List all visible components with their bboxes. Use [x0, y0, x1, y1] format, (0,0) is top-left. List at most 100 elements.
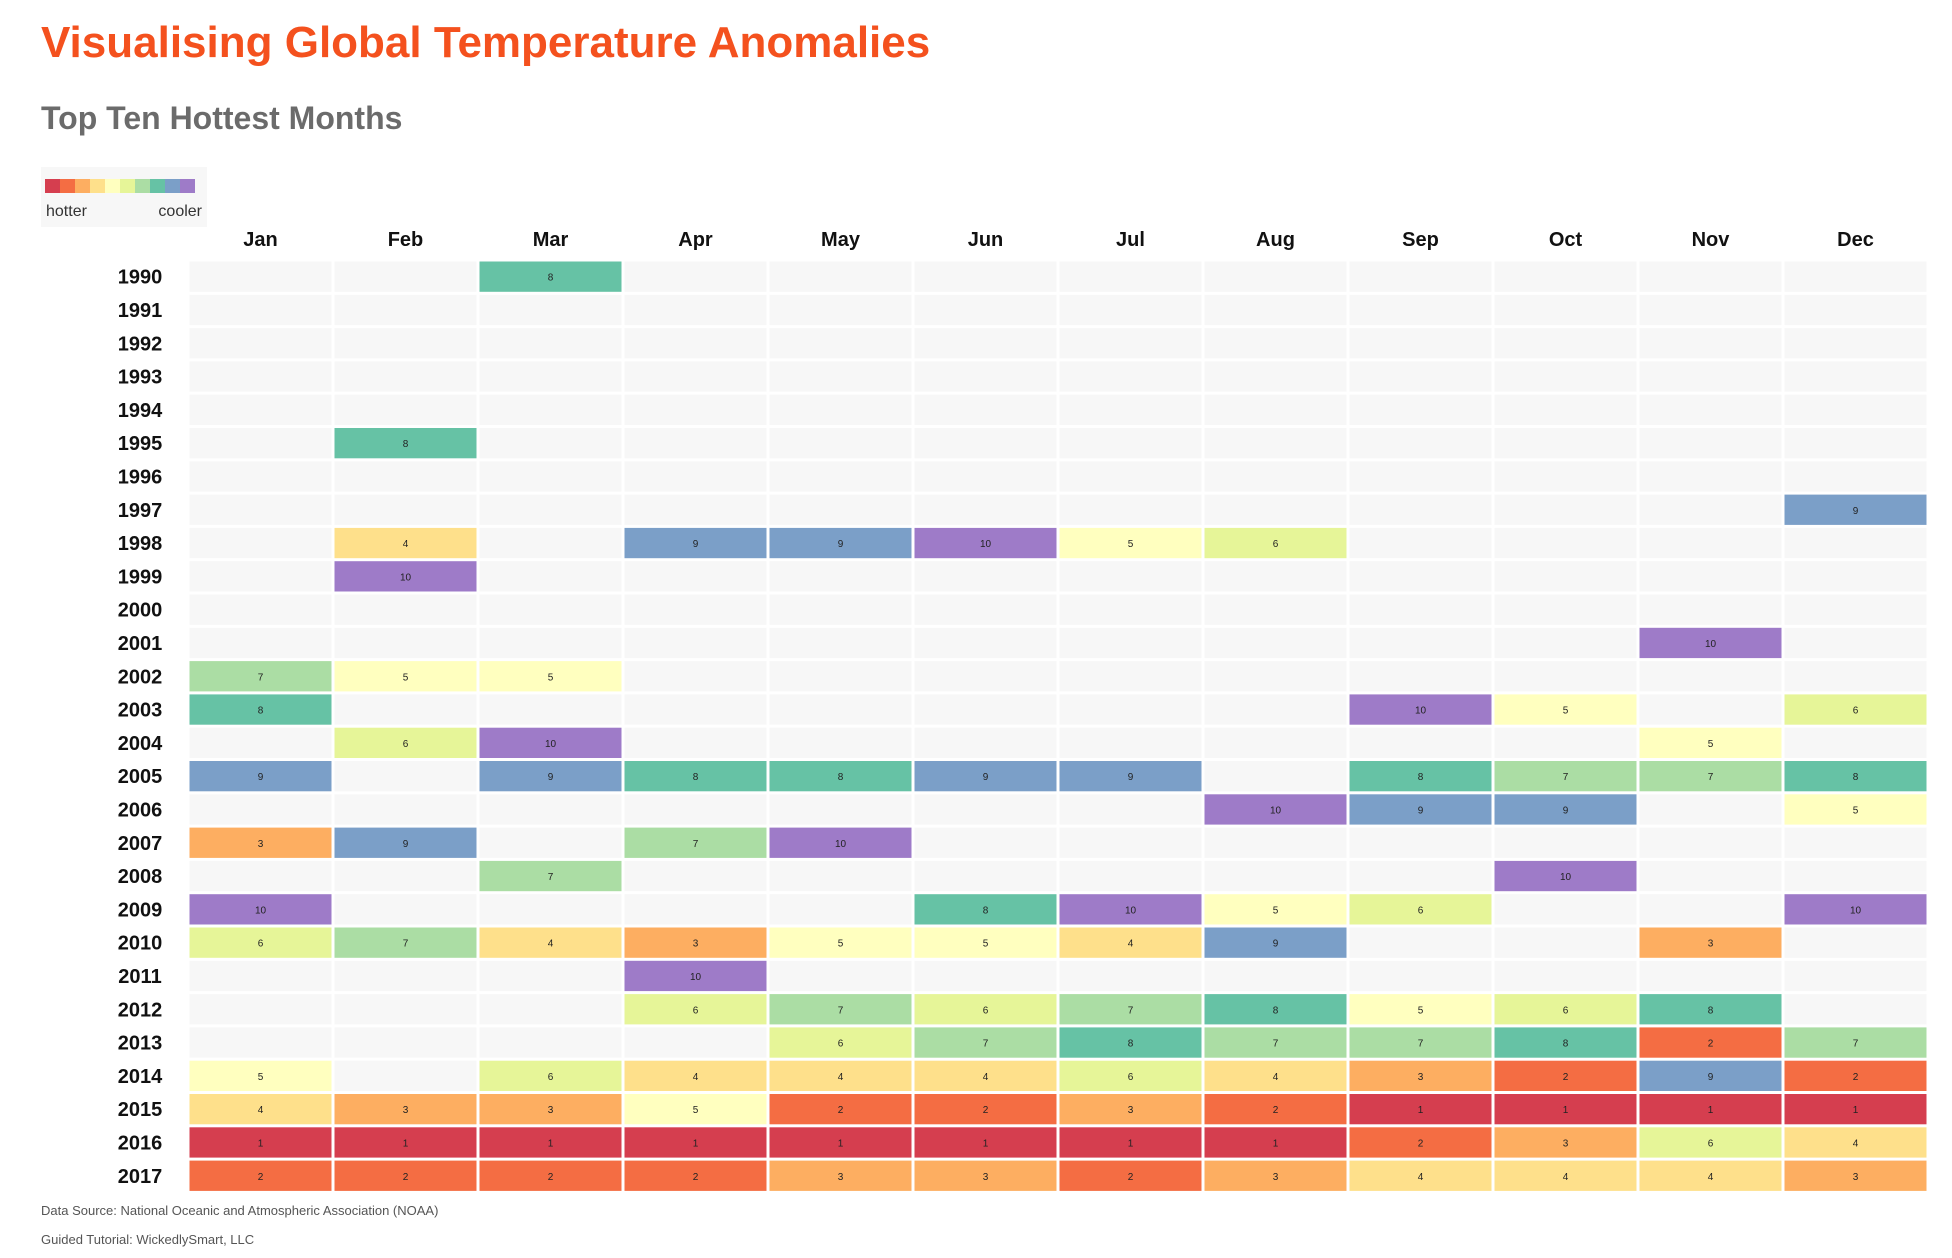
heatmap-cell [1494, 461, 1637, 492]
heatmap-cell [1349, 794, 1492, 825]
heatmap-cell [624, 927, 767, 958]
heatmap-cell [914, 561, 1057, 592]
heatmap-cell [479, 994, 622, 1025]
heatmap-cell [334, 294, 477, 326]
heatmap-cell [1349, 1160, 1492, 1191]
heatmap-cell [479, 494, 622, 525]
year-label: 2016 [118, 1132, 163, 1154]
heatmap-cell [769, 894, 912, 925]
cell-rank-label: 8 [403, 439, 409, 450]
heatmap-cell [334, 461, 477, 492]
heatmap-cell [479, 694, 622, 725]
heatmap-cell [1784, 1127, 1927, 1158]
heatmap-cell [1494, 727, 1637, 758]
cell-rank-label: 4 [1853, 1138, 1859, 1149]
heatmap-cell [624, 727, 767, 758]
heatmap-cell [1494, 860, 1637, 892]
cell-rank-label: 8 [838, 772, 844, 783]
heatmap-cell [1494, 894, 1637, 925]
heatmap-cell [1494, 261, 1637, 292]
heatmap-cell [624, 394, 767, 425]
heatmap-cell [1639, 794, 1782, 825]
cell-rank-label: 2 [983, 1105, 989, 1116]
heatmap-cell [189, 361, 332, 392]
cell-rank-label: 9 [1708, 1072, 1714, 1083]
heatmap-cell [769, 461, 912, 492]
heatmap-cell [334, 394, 477, 425]
heatmap-cell [479, 794, 622, 825]
heatmap-cell [1494, 1127, 1637, 1158]
heatmap-cell [624, 328, 767, 359]
heatmap-cell [1784, 527, 1927, 559]
cell-rank-label: 8 [1853, 772, 1859, 783]
heatmap-cell [334, 794, 477, 825]
cell-rank-label: 1 [1273, 1138, 1279, 1149]
heatmap-cell [769, 761, 912, 792]
cell-rank-label: 3 [1273, 1172, 1279, 1183]
heatmap-cell [334, 661, 477, 692]
cell-rank-label: 6 [1853, 706, 1859, 717]
heatmap-cell [1639, 694, 1782, 725]
heatmap-cell [1059, 960, 1202, 992]
cell-rank-label: 2 [403, 1172, 409, 1183]
heatmap-cell [1204, 927, 1347, 958]
cell-rank-label: 9 [983, 772, 989, 783]
heatmap-cell [624, 1094, 767, 1125]
heatmap-cell [769, 694, 912, 725]
heatmap-cell [1059, 761, 1202, 792]
year-label: 2002 [118, 666, 163, 688]
heatmap-cell [1784, 694, 1927, 725]
legend-swatches [45, 179, 195, 193]
heatmap-cell [1494, 1160, 1637, 1191]
heatmap-cell [914, 627, 1057, 659]
heatmap-cell [189, 1094, 332, 1125]
heatmap-cell [914, 927, 1057, 958]
year-label: 2014 [118, 1066, 163, 1088]
heatmap-cell [189, 494, 332, 525]
heatmap-cell [1784, 1160, 1927, 1191]
cell-rank-label: 7 [1708, 772, 1714, 783]
heatmap-cell [1494, 561, 1637, 592]
heatmap-cell [334, 328, 477, 359]
heatmap-cell [1494, 661, 1637, 692]
heatmap-cell [1784, 994, 1927, 1025]
cell-rank-label: 5 [1128, 539, 1134, 550]
heatmap-cell [479, 1160, 622, 1191]
heatmap-cell [1639, 461, 1782, 492]
heatmap-cell [1784, 661, 1927, 692]
heatmap-cell [914, 1127, 1057, 1158]
cell-rank-label: 10 [400, 572, 412, 583]
heatmap-cell [1204, 894, 1347, 925]
cell-rank-label: 6 [693, 1005, 699, 1016]
heatmap-cell [914, 394, 1057, 425]
cell-rank-label: 7 [548, 872, 554, 883]
heatmap-cell [189, 694, 332, 725]
cell-rank-label: 2 [838, 1105, 844, 1116]
cell-rank-label: 6 [258, 939, 264, 950]
heatmap-cell [1494, 294, 1637, 326]
heatmap-cell [334, 1094, 477, 1125]
cell-rank-label: 4 [1273, 1072, 1279, 1083]
cell-rank-label: 10 [1415, 706, 1427, 717]
heatmap-cell [914, 494, 1057, 525]
cell-rank-label: 7 [983, 1039, 989, 1050]
heatmap-cell [479, 461, 622, 492]
heatmap-cell [334, 1060, 477, 1091]
cell-rank-label: 4 [1563, 1172, 1569, 1183]
cell-rank-label: 2 [258, 1172, 264, 1183]
year-label: 2005 [118, 766, 163, 788]
month-label: Jan [243, 229, 277, 251]
chart-subtitle: Top Ten Hottest Months [41, 100, 403, 136]
heatmap-cell [624, 994, 767, 1025]
heatmap-cell [1204, 1094, 1347, 1125]
heatmap-cell [1639, 927, 1782, 958]
heatmap-cell [189, 794, 332, 825]
cell-rank-label: 4 [838, 1072, 844, 1083]
cell-rank-label: 4 [258, 1105, 264, 1116]
cell-rank-label: 10 [835, 839, 847, 850]
heatmap-cell [1639, 860, 1782, 892]
cell-rank-label: 1 [1563, 1105, 1569, 1116]
heatmap-cell [914, 527, 1057, 559]
cell-rank-label: 3 [693, 939, 699, 950]
heatmap-cell [1349, 661, 1492, 692]
